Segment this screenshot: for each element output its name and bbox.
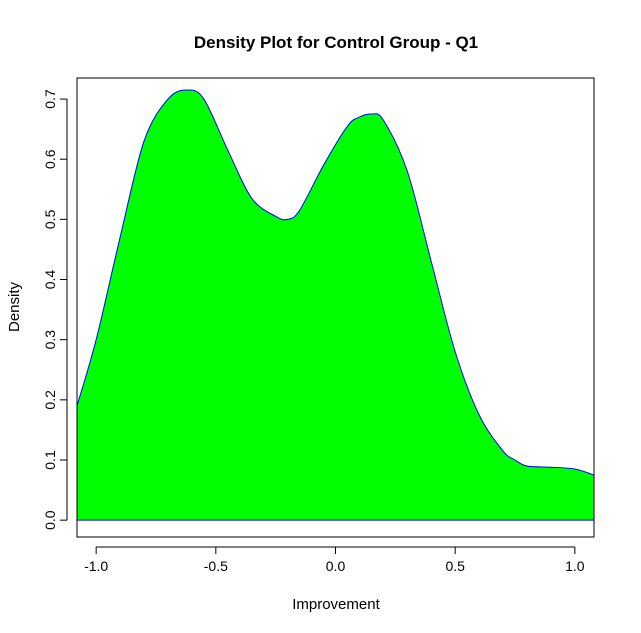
y-axis: 0.0 0.1 0.2 0.3 0.4 0.5 0.6 0.7 [42,89,68,530]
density-area [77,90,594,521]
x-tick-label: -1.0 [84,558,108,574]
x-tick-label: 0.0 [326,558,346,574]
y-tick-label: 0.3 [42,330,58,350]
x-axis: -1.0 -0.5 0.0 0.5 1.0 [84,546,585,574]
y-tick-label: 0.2 [42,390,58,410]
plot-frame [76,77,595,538]
plot-area [76,89,595,521]
y-tick-label: 0.1 [42,450,58,470]
x-tick-label: -0.5 [204,558,228,574]
y-tick-label: 0.0 [42,510,58,530]
x-axis-label: Improvement [292,596,380,613]
x-tick-label: 1.0 [565,558,585,574]
y-tick-label: 0.5 [42,209,58,229]
y-tick-label: 0.7 [42,89,58,109]
y-tick-label: 0.6 [42,149,58,169]
density-curve [76,89,595,476]
y-tick-label: 0.4 [42,270,58,290]
x-tick-label: 0.5 [445,558,465,574]
y-axis-label: Density [6,281,23,332]
chart-title: Density Plot for Control Group - Q1 [194,33,478,52]
